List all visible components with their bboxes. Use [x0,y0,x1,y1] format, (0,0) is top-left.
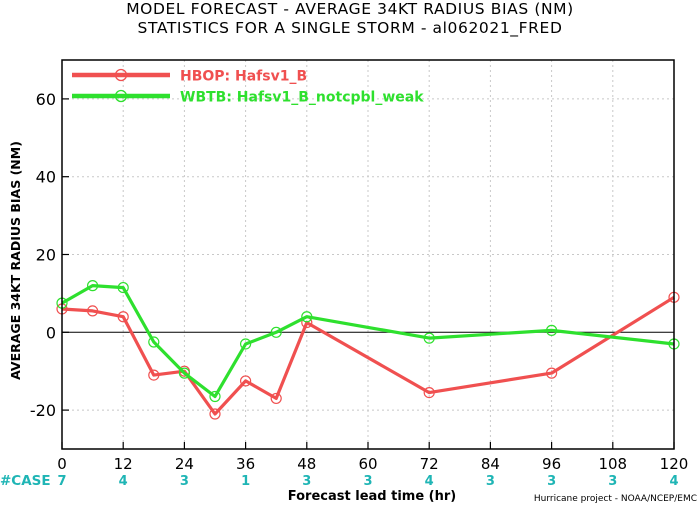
y-tick-label: 60 [36,90,56,109]
credit-text: Hurricane project - NOAA/NCEP/EMC [534,494,697,504]
chart-title: MODEL FORECAST - AVERAGE 34KT RADIUS BIA… [126,0,574,18]
grid-lines [62,60,674,449]
x-tick-label: 48 [297,455,316,473]
chart-subtitle: STATISTICS FOR A SINGLE STORM - al062021… [137,19,563,37]
data-point [117,311,129,323]
case-count: 3 [302,474,311,489]
legend-label: HBOP: Hafsv1_B [180,69,307,85]
data-point [148,369,160,381]
x-tick-label: 12 [114,455,133,473]
case-count: 3 [547,474,556,489]
x-tick-label: 72 [420,455,439,473]
data-point [240,338,252,350]
case-label: #CASE [0,473,51,489]
case-count: 4 [425,474,434,489]
data-point [423,332,435,344]
case-count: 4 [669,474,678,489]
x-tick-label: 0 [57,455,67,473]
data-point [301,311,313,323]
x-tick-label: 108 [598,455,627,473]
x-tick-label: 60 [358,455,377,473]
data-point [240,375,252,387]
data-point [178,367,190,379]
data-point [148,336,160,348]
data-point [423,386,435,399]
case-count: 3 [608,474,617,489]
data-point [209,390,221,403]
data-point [117,281,129,294]
y-tick-label: 0 [46,323,56,342]
data-point [86,280,99,292]
series-1 [56,291,680,420]
case-count: 3 [486,474,495,489]
y-tick-label: 40 [36,168,56,187]
series-2 [56,280,680,403]
x-tick-label: 84 [481,455,500,473]
case-count: 3 [363,474,372,489]
data-point [545,324,558,336]
x-tick-label: 120 [660,455,689,473]
legend: HBOP: Hafsv1_B WBTB: Hafsv1_B_notcpbl_wea… [72,69,424,106]
axis-ticks: 0 12 24 36 48 60 72 84 96 108 120 -20 0 20 40 60 [30,90,688,473]
y-axis-label: AVERAGE 34KT RADIUS BIAS (NM) [8,141,23,380]
data-point [270,326,282,338]
x-tick-label: 36 [236,455,255,473]
legend-marker [114,68,128,82]
case-count: 1 [241,474,250,489]
case-count: 3 [180,474,189,489]
data-point [270,392,282,405]
x-tick-label: 96 [542,455,561,473]
legend-label: WBTB: Hafsv1_B_notcpbl_weak [180,90,424,106]
legend-marker [114,89,128,103]
case-counts: 7 4 3 1 3 3 4 3 3 3 4 [57,474,678,489]
series-layer [56,280,680,420]
case-count: 4 [119,474,128,489]
x-axis-label: Forecast lead time (hr) [288,489,456,504]
y-tick-label: -20 [30,401,56,420]
data-point [209,408,221,420]
data-point [86,305,99,317]
y-tick-label: 20 [36,246,56,265]
x-tick-label: 24 [175,455,194,473]
case-count: 7 [57,474,66,489]
data-point [545,367,558,379]
